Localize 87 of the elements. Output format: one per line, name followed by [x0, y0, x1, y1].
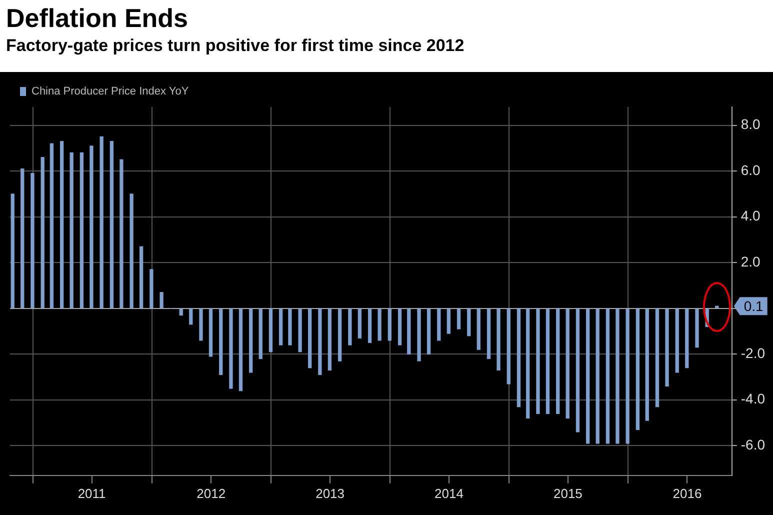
bar [546, 308, 550, 414]
bar [208, 308, 213, 357]
y-tick-label: -6.0 [740, 436, 766, 453]
bar [426, 308, 431, 354]
bar [90, 146, 94, 308]
bar [70, 152, 74, 308]
bar [348, 308, 352, 346]
bar [100, 136, 104, 308]
bar [655, 308, 660, 408]
bar [695, 308, 699, 348]
y-tick-label: 2.0 [740, 253, 761, 270]
bar [140, 246, 144, 308]
bar [388, 308, 392, 341]
bar [496, 308, 500, 370]
bar [80, 152, 84, 308]
bar [467, 308, 471, 336]
bar [616, 308, 620, 444]
bar [120, 159, 124, 308]
bar [130, 194, 134, 308]
bar [318, 308, 322, 376]
bar [308, 308, 312, 368]
x-tick-label: 2014 [434, 486, 464, 501]
bar [258, 308, 262, 360]
bar [417, 308, 421, 362]
bar [596, 308, 600, 444]
y-tick-label: -4.0 [740, 390, 766, 407]
bar [566, 308, 570, 419]
bar [378, 308, 382, 341]
bar [189, 308, 193, 325]
bar [506, 308, 510, 384]
x-tick-label: 2012 [196, 486, 226, 501]
y-tick-label: 6.0 [740, 162, 761, 178]
bar [437, 308, 441, 341]
text: 0.1 [744, 298, 764, 314]
bar [328, 308, 332, 370]
bar [219, 308, 223, 376]
chart-title: Deflation Ends [6, 2, 190, 34]
bar [238, 308, 243, 392]
bar [636, 308, 640, 430]
bar [10, 194, 14, 308]
bar [338, 308, 342, 362]
bar [446, 308, 450, 334]
bar [358, 308, 362, 338]
bar [536, 308, 540, 414]
bar [516, 308, 521, 408]
bar [586, 308, 590, 444]
bar [626, 308, 630, 444]
bar [229, 308, 233, 389]
bar [526, 308, 530, 419]
bar [40, 157, 44, 308]
bar [675, 308, 679, 373]
bar [368, 308, 372, 344]
x-tick-label: 2015 [553, 486, 582, 501]
y-tick-label: 8.0 [740, 116, 761, 132]
bar [179, 308, 183, 316]
bar [715, 306, 719, 308]
bar [150, 269, 154, 308]
bar [576, 308, 580, 432]
bar [685, 308, 689, 368]
y-tick-label: -2.0 [740, 344, 766, 361]
bar [476, 308, 480, 350]
bar [30, 173, 34, 308]
x-tick-label: 2013 [316, 486, 344, 501]
chart-subtitle: Factory-gate prices turn positive for first time since 2012 [6, 35, 466, 57]
bar [398, 308, 402, 346]
bar [645, 308, 649, 421]
bar [665, 308, 669, 386]
bar [486, 308, 491, 360]
bar [20, 168, 24, 308]
bar [60, 140, 64, 308]
x-tick-label: 2016 [672, 486, 702, 501]
bar [110, 140, 114, 308]
legend-label: China Producer Price Index YoY [32, 86, 190, 98]
bar [456, 308, 461, 330]
bar [407, 308, 411, 354]
x-tick-label: 2011 [78, 486, 106, 501]
bar [606, 308, 610, 444]
bar [288, 308, 292, 346]
y-tick-label: 4.0 [740, 208, 761, 224]
bar [249, 308, 253, 373]
bar [268, 308, 273, 352]
bar [278, 308, 283, 346]
bar [556, 308, 560, 414]
bar [50, 143, 54, 308]
bar [160, 292, 164, 308]
bar [298, 308, 302, 352]
bar [199, 308, 203, 341]
